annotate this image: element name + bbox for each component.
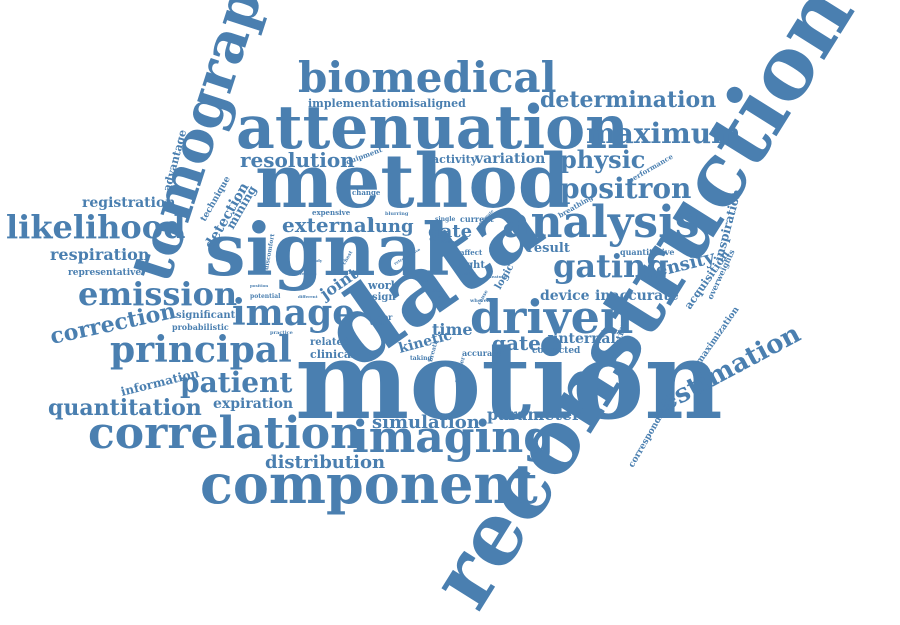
word-flight: flight — [455, 260, 485, 271]
word-practice: practice — [270, 330, 293, 336]
word-resolution: resolution — [240, 148, 355, 172]
word-lower: lower — [460, 271, 476, 277]
word-single: single — [435, 216, 455, 223]
word-expiration: expiration — [213, 396, 293, 412]
word-work: work — [367, 279, 399, 292]
word-study: study — [310, 258, 323, 263]
word-likelihood: likelihood — [6, 208, 185, 246]
word-change: change — [352, 188, 381, 197]
word-inaccurate: inaccurate — [595, 288, 679, 304]
word-clinical: clinical — [310, 348, 355, 361]
word-expensive: expensive — [312, 208, 351, 217]
word-quantitative: quantitative — [620, 247, 675, 257]
word-physic: physic — [560, 145, 645, 174]
word-biomedical: biomedical — [298, 53, 557, 102]
word-component: component — [200, 452, 538, 516]
word-raw: raw — [420, 278, 429, 283]
word-corrected: corrected — [532, 346, 581, 356]
word-parameter: parameter — [487, 405, 581, 424]
word-simulation: simulation — [372, 412, 480, 433]
word-affect: affect — [460, 248, 483, 257]
word-registration: registration — [82, 195, 176, 211]
word-device: device — [540, 288, 590, 304]
word-determination: determination — [540, 87, 716, 113]
word-activity: activity — [432, 153, 478, 166]
word-current: current — [460, 214, 494, 224]
word-signal: signal — [205, 207, 450, 292]
word-probabilistic: probabilistic — [172, 322, 229, 332]
word-misaligned: misaligned — [398, 97, 466, 110]
word-prior: prior — [370, 312, 393, 322]
word-tacs: tacs — [432, 288, 444, 294]
word-position: position — [250, 283, 268, 288]
word-representative: representative — [68, 268, 141, 278]
word-whole: whole — [369, 321, 386, 327]
word-variation: variation — [474, 151, 545, 167]
word-lung: lung — [368, 216, 414, 237]
word-external: external — [282, 213, 375, 237]
word-significant: significant — [176, 310, 236, 321]
word-implementation: implementation — [308, 97, 406, 110]
word-gating: gating — [553, 247, 669, 285]
word-accuracy: accuracy — [462, 348, 502, 358]
word-method: method — [255, 139, 569, 225]
word-feature: feature — [490, 274, 507, 279]
word-sign: sign — [372, 292, 396, 303]
word-potential: potential — [250, 293, 281, 300]
word-positron: positron — [560, 172, 691, 205]
word-driven: driven — [470, 290, 633, 344]
word-principal: principal — [110, 329, 292, 371]
word-taking: taking — [410, 355, 432, 362]
word-quantitation: quantitation — [48, 395, 202, 421]
word-maximum: maximum — [586, 117, 741, 150]
word-internal: internal — [553, 331, 616, 347]
word-result: result — [527, 241, 570, 256]
word-gate: gate — [428, 221, 472, 242]
word-time: time — [432, 320, 473, 339]
word-whereas: whereas — [469, 298, 493, 304]
word-attenuation: attenuation — [236, 93, 629, 163]
word-different: different — [298, 294, 318, 299]
word-motion: motion — [295, 318, 723, 444]
word-analysis: analysis — [502, 197, 700, 248]
word-gated: gated — [492, 331, 555, 355]
word-imaging: imaging — [352, 412, 554, 463]
word-distribution: distribution — [265, 452, 385, 473]
word-fidelity: fidelity — [440, 239, 456, 244]
word-blurring: blurring — [385, 211, 409, 217]
word-respiration: respiration — [50, 245, 150, 264]
word-image: image — [232, 292, 355, 334]
word-correlation: correlation — [88, 408, 362, 459]
word-patient: patient — [180, 366, 292, 399]
word-respect: respect — [300, 271, 317, 276]
word-emission: emission — [78, 275, 237, 313]
word-related: related — [310, 337, 350, 348]
word-step: step — [438, 294, 448, 299]
